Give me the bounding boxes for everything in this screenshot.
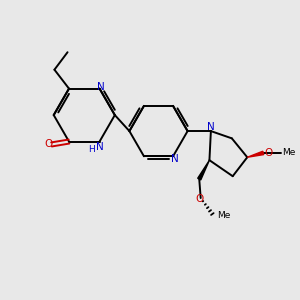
Text: O: O [195, 194, 203, 204]
Polygon shape [198, 160, 209, 180]
Text: O: O [44, 140, 53, 149]
Text: N: N [96, 142, 104, 152]
Polygon shape [247, 151, 264, 157]
Text: O: O [265, 148, 273, 158]
Text: N: N [207, 122, 215, 132]
Text: H: H [88, 145, 95, 154]
Text: Me: Me [282, 148, 296, 158]
Text: N: N [171, 154, 178, 164]
Text: Me: Me [217, 211, 230, 220]
Text: N: N [97, 82, 105, 92]
